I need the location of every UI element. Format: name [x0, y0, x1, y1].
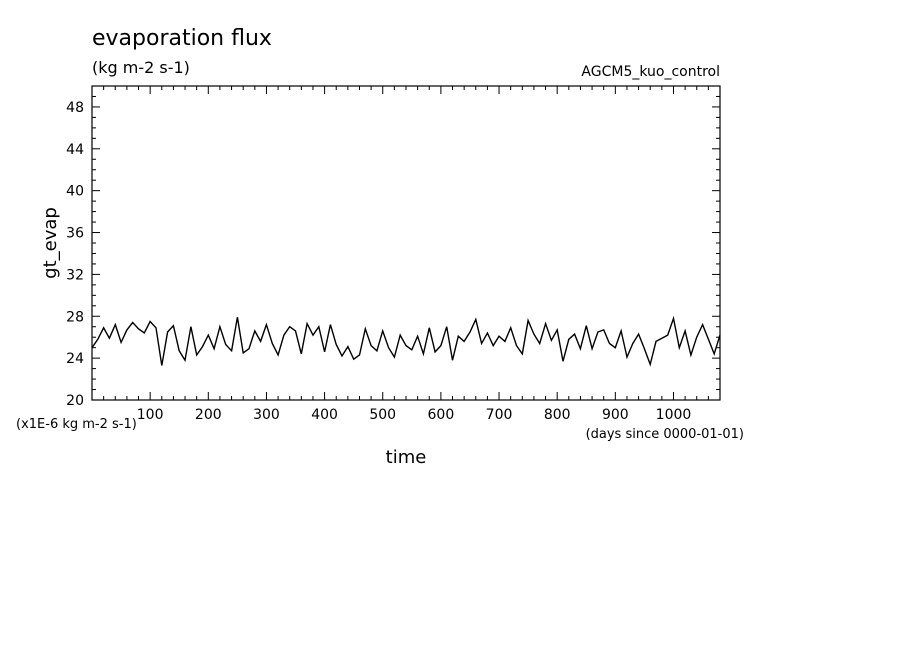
x-tick-label: 1000 — [656, 407, 692, 423]
x-tick-label: 100 — [137, 407, 164, 423]
y-tick-label: 28 — [66, 309, 84, 325]
x-tick-label: 900 — [602, 407, 629, 423]
x-tick-label: 200 — [195, 407, 222, 423]
y-tick-label: 32 — [66, 267, 84, 283]
y-unit-note: (x1E-6 kg m-2 s-1) — [16, 417, 137, 432]
series-line-gt-evap — [91, 315, 721, 367]
x-tick-label: 600 — [428, 407, 455, 423]
y-tick-label: 48 — [66, 100, 84, 116]
x-tick-label: 500 — [369, 407, 396, 423]
y-axis-ticks — [92, 95, 720, 391]
x-tick-labels: 100 200 300 400 500 600 700 800 900 1000 — [137, 407, 692, 423]
chart-title: evaporation flux — [92, 26, 272, 51]
run-label: AGCM5_kuo_control — [581, 64, 720, 80]
y-tick-label: 40 — [66, 184, 84, 200]
y-tick-label: 36 — [66, 226, 84, 242]
x-tick-label: 300 — [253, 407, 280, 423]
y-tick-label: 44 — [66, 142, 84, 158]
x-tick-label: 800 — [544, 407, 571, 423]
x-axis-ticks — [103, 86, 709, 400]
y-tick-label: 24 — [66, 351, 84, 367]
y-tick-label: 20 — [66, 393, 84, 409]
x-tick-label: 700 — [486, 407, 513, 423]
y-axis-label: gt_evap — [40, 207, 61, 279]
chart-subtitle: (kg m-2 s-1) — [92, 58, 190, 77]
x-axis-label: time — [386, 447, 427, 468]
x-tick-label: 400 — [311, 407, 338, 423]
y-tick-labels: 20 24 28 32 36 40 44 48 — [66, 100, 84, 409]
x-unit-note: (days since 0000-01-01) — [586, 427, 744, 442]
